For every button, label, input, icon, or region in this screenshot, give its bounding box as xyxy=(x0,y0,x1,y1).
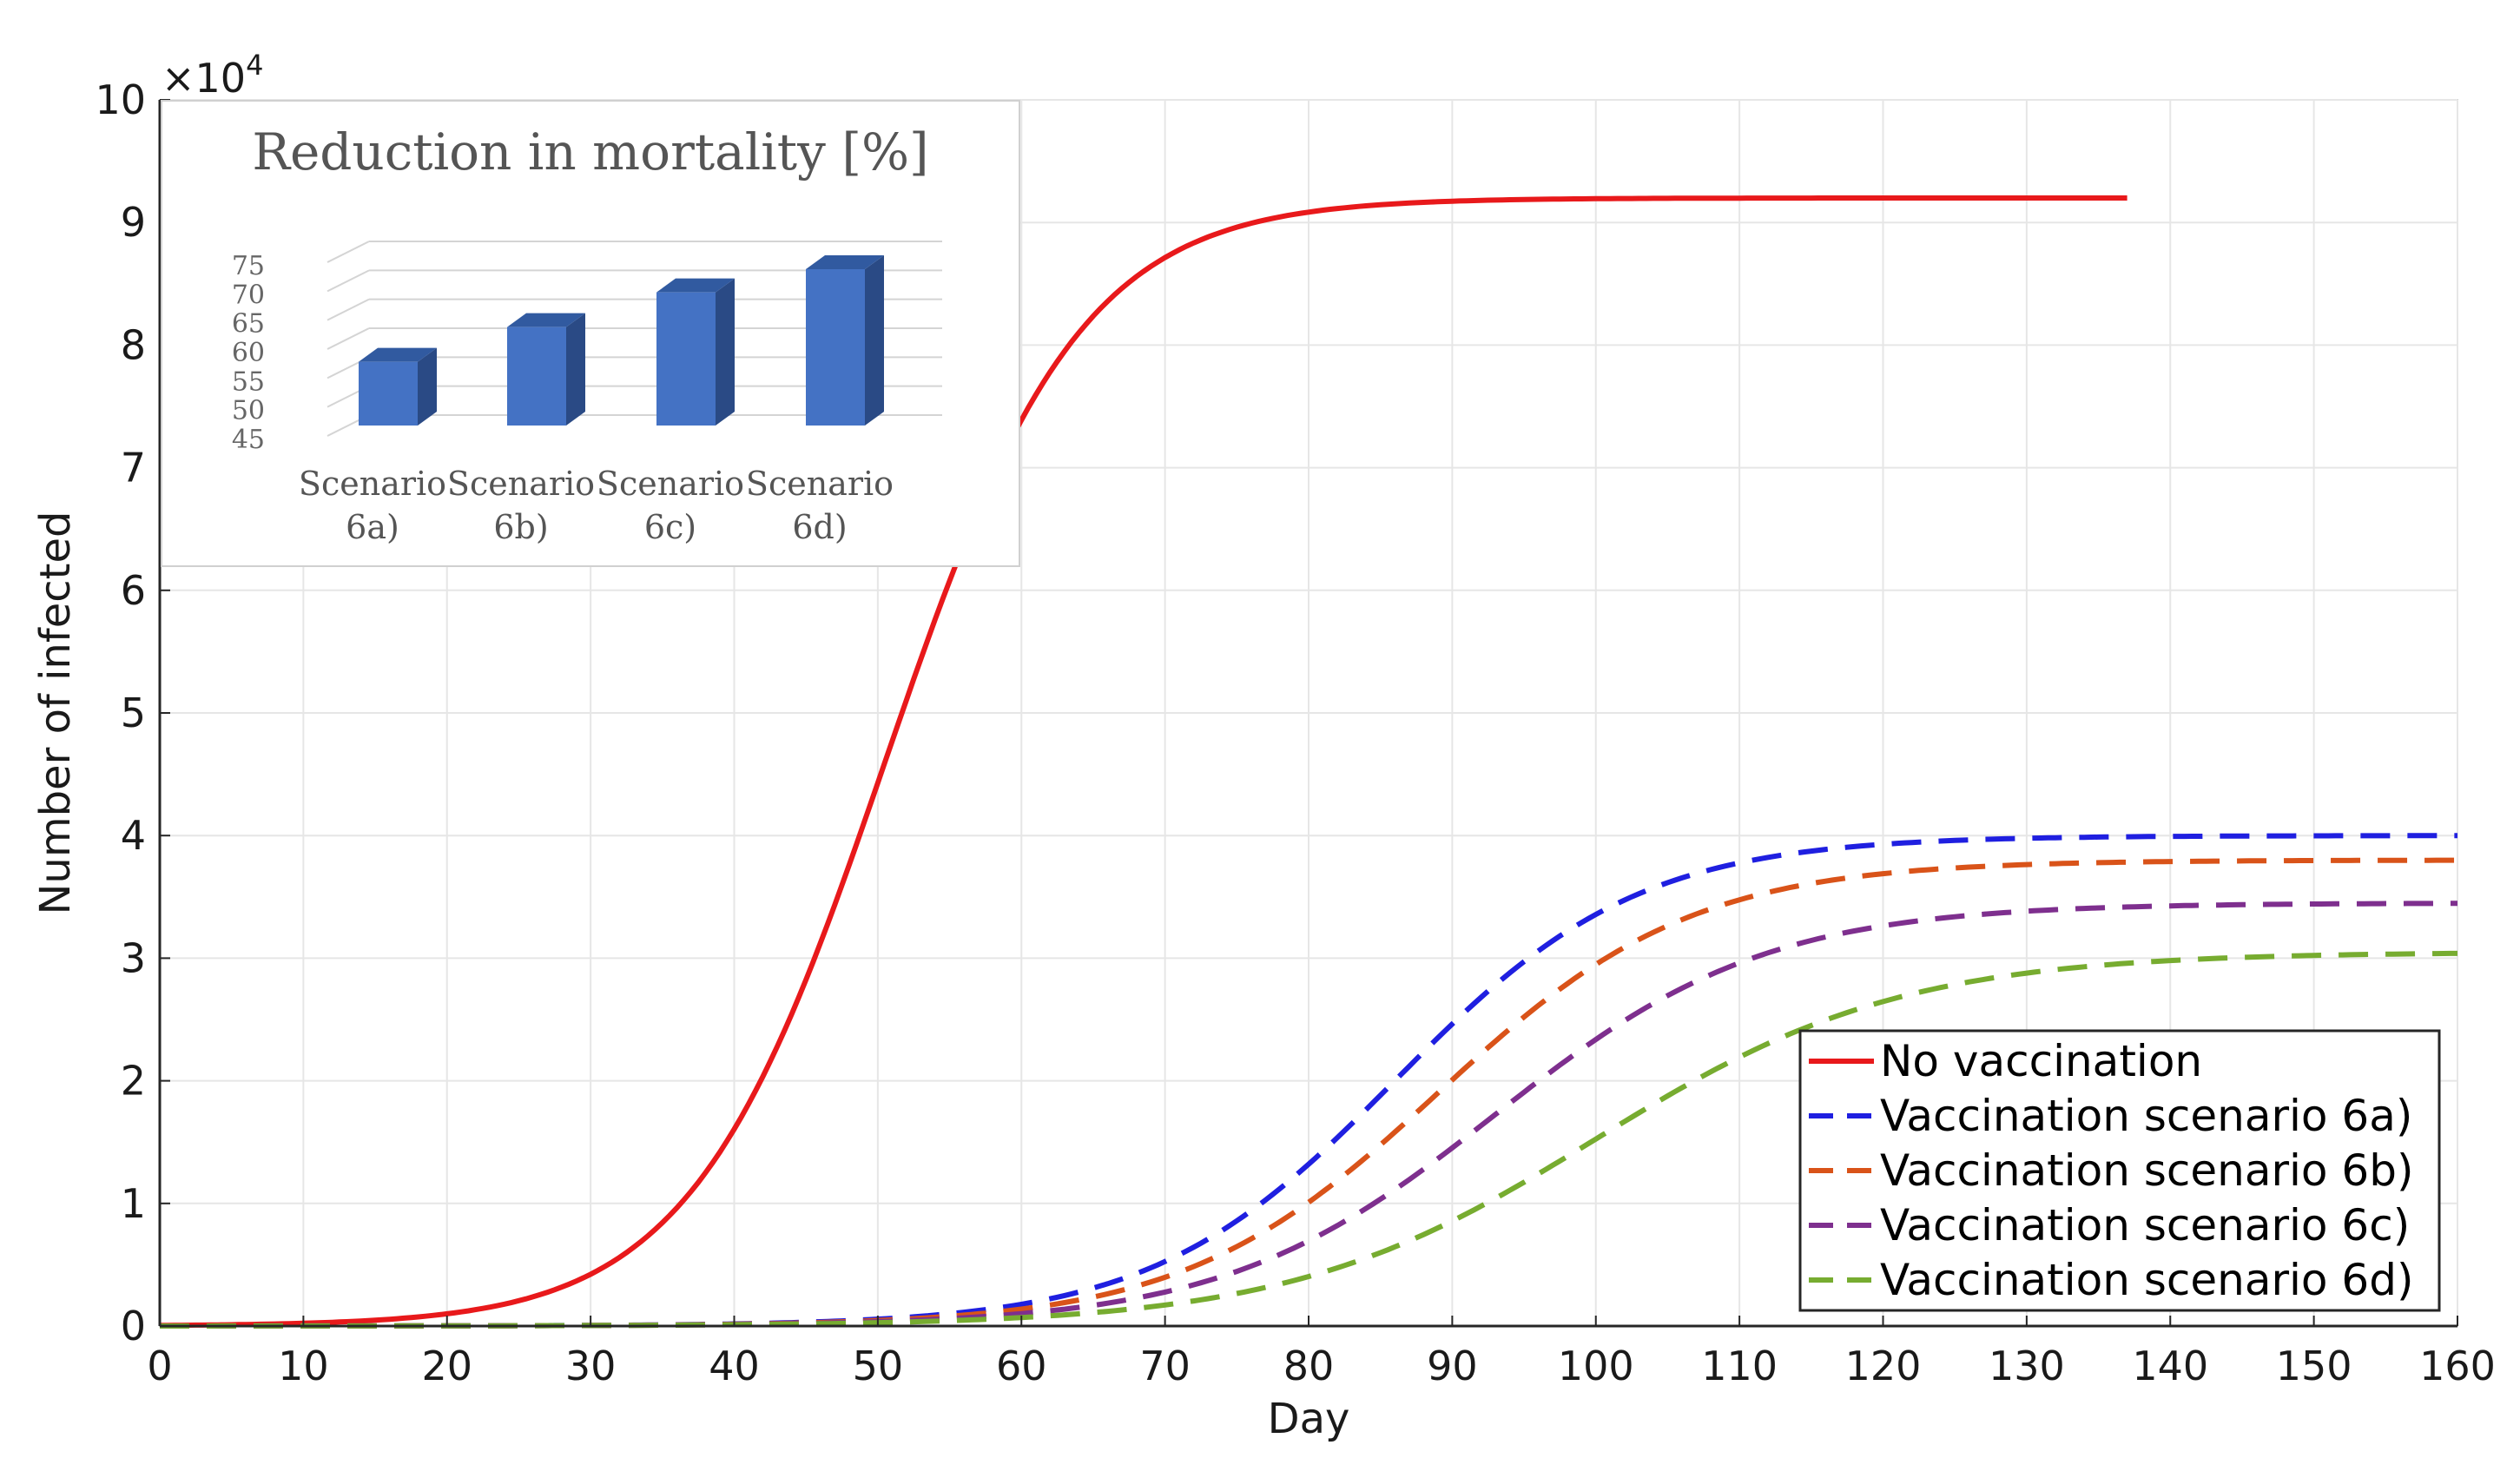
y-tick-label: 3 xyxy=(121,934,146,981)
series-line-no-vaccination xyxy=(159,195,2127,1329)
x-tick-label: 20 xyxy=(421,1343,472,1389)
inset-category-label: 6b) xyxy=(493,508,548,546)
inset-y-tick-label: 55 xyxy=(232,366,265,397)
inset-bar-front xyxy=(656,292,716,426)
x-tick-label: 130 xyxy=(1989,1343,2065,1389)
inset-category-label: Scenario xyxy=(299,465,446,503)
inset-bar-side xyxy=(418,347,437,426)
x-tick-label: 120 xyxy=(1845,1343,1922,1389)
inset-title: Reduction in mortality [%] xyxy=(252,122,928,181)
inset-side-gridline xyxy=(327,298,370,321)
inset-category-label: Scenario xyxy=(447,465,595,503)
x-tick-label: 70 xyxy=(1139,1343,1191,1389)
inset-bar-top xyxy=(359,347,437,362)
x-tick-label: 40 xyxy=(709,1343,760,1389)
inset-bar-chart: Reduction in mortality [%] 4550556065707… xyxy=(161,100,1020,567)
inset-category-label: 6a) xyxy=(346,508,399,546)
inset-bar-side xyxy=(865,255,884,426)
y-multiplier: ×104 xyxy=(162,49,263,102)
inset-bar-top xyxy=(656,278,735,293)
y-tick-label: 0 xyxy=(121,1303,146,1349)
x-tick-label: 140 xyxy=(2132,1343,2208,1389)
y-tick-label: 9 xyxy=(121,199,146,246)
inset-category-label: Scenario xyxy=(597,465,744,503)
x-tick-label: 30 xyxy=(565,1343,617,1389)
legend-label: Vaccination scenario 6a) xyxy=(1880,1091,2412,1141)
x-tick-label: 100 xyxy=(1558,1343,1634,1389)
x-tick-label: 50 xyxy=(853,1343,904,1389)
inset-y-tick-label: 65 xyxy=(232,309,265,340)
inset-bars xyxy=(359,255,884,426)
x-tick-label: 90 xyxy=(1427,1343,1478,1389)
y-tick-label: 5 xyxy=(121,690,146,736)
inset-bar-top xyxy=(806,255,884,269)
x-tick-label: 160 xyxy=(2419,1343,2496,1389)
inset-side-gridline xyxy=(327,241,370,263)
inset-bar xyxy=(359,347,437,426)
y-tick-label: 8 xyxy=(121,321,146,368)
y-tick-label: 1 xyxy=(121,1180,146,1227)
inset-bar xyxy=(806,255,884,426)
inset-side-gridline xyxy=(327,327,370,350)
inset-bar-side xyxy=(566,313,585,426)
inset-bar xyxy=(656,278,735,426)
inset-y-tick-label: 75 xyxy=(232,251,265,281)
inset-bar-front xyxy=(806,269,865,426)
x-axis-label: Day xyxy=(1268,1395,1350,1443)
inset-bar-front xyxy=(359,361,418,426)
inset-bar-side xyxy=(716,278,735,426)
inset-bar xyxy=(507,313,585,426)
inset-bar-top xyxy=(507,313,585,327)
y-tick-label: 4 xyxy=(121,812,146,859)
inset-category-label: 6d) xyxy=(792,508,847,546)
x-tick-label: 60 xyxy=(996,1343,1047,1389)
inset-y-tick-label: 70 xyxy=(232,280,265,310)
x-tick-label: 10 xyxy=(278,1343,329,1389)
legend-label: Vaccination scenario 6b) xyxy=(1880,1145,2413,1196)
inset-category-label: Scenario xyxy=(746,465,894,503)
y-tick-label: 7 xyxy=(121,445,146,492)
legend-label: No vaccination xyxy=(1880,1036,2202,1086)
inset-side-gridline xyxy=(327,269,370,293)
x-tick-label: 0 xyxy=(147,1343,172,1389)
inset-y-tick-label: 60 xyxy=(232,338,265,368)
x-tick-labels: 0 10 20 30 40 50 60 70 80 90 100 110 120 130 140 150 160 xyxy=(147,1316,2496,1389)
legend-label: Vaccination scenario 6c) xyxy=(1880,1200,2410,1250)
x-tick-label: 150 xyxy=(2276,1343,2352,1389)
inset-category-label: 6c) xyxy=(644,508,696,546)
y-tick-label: 2 xyxy=(121,1058,146,1105)
legend-label: Vaccination scenario 6d) xyxy=(1880,1255,2413,1305)
inset-y-tick-label: 50 xyxy=(232,396,265,426)
x-tick-label: 110 xyxy=(1701,1343,1778,1389)
y-tick-label: 10 xyxy=(95,76,146,123)
x-tick-label: 80 xyxy=(1283,1343,1335,1389)
y-axis-label: Number of infected xyxy=(31,511,80,915)
inset-bar-front xyxy=(507,327,566,426)
y-tick-labels: 0 1 2 3 4 5 6 7 8 9 10 xyxy=(95,76,170,1349)
y-tick-label: 6 xyxy=(121,567,146,614)
inset-y-tick-label: 45 xyxy=(232,425,265,455)
inset-category-labels: Scenario 6a) Scenario 6b) Scenario 6c) Scenari… xyxy=(299,465,894,546)
